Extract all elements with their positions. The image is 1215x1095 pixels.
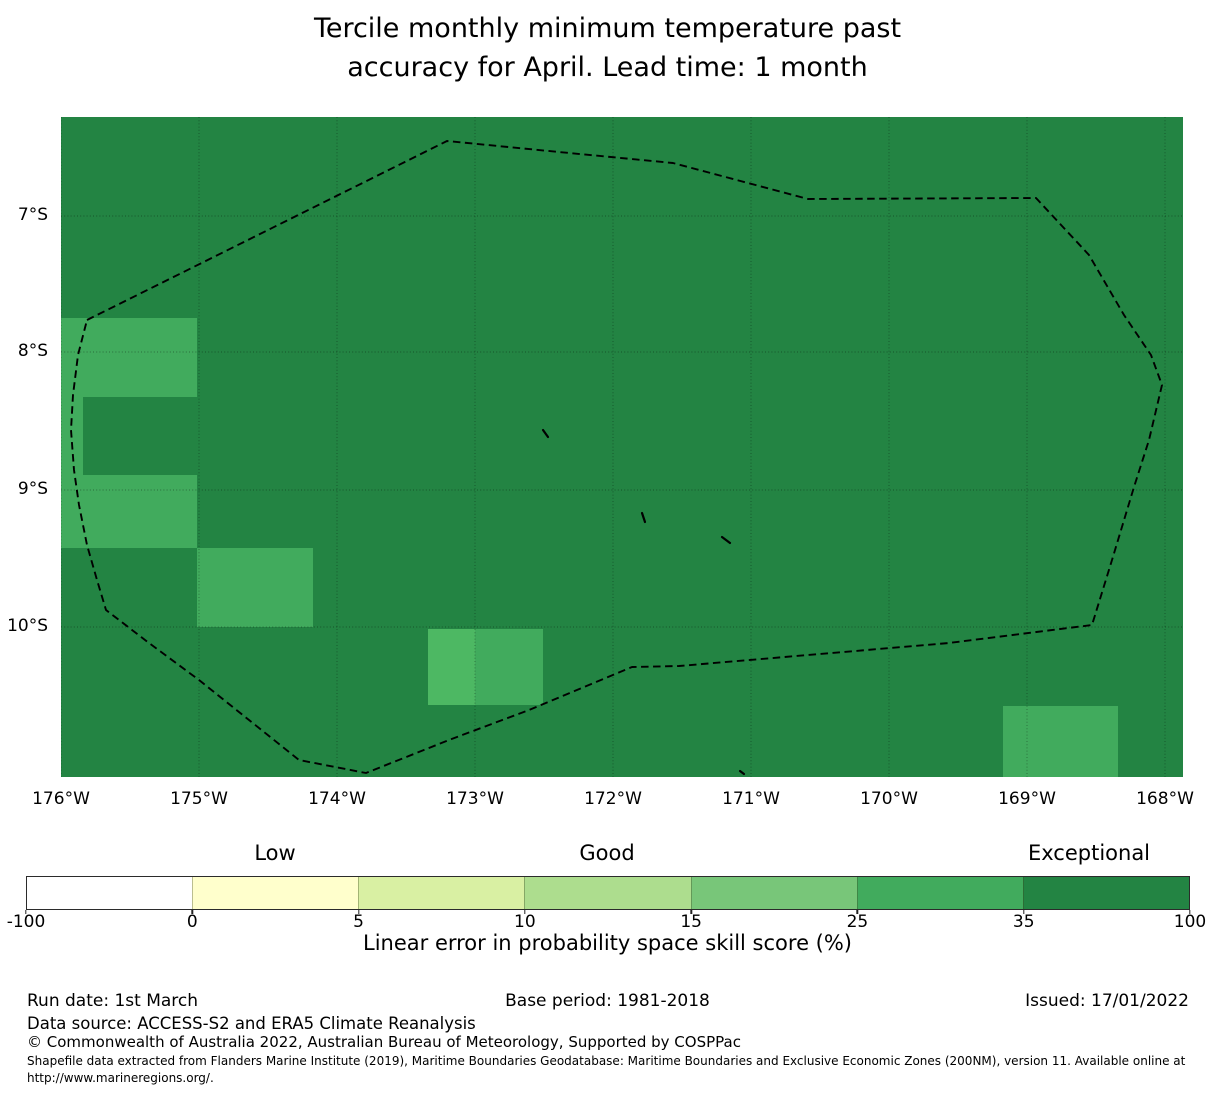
colorbar-tick-label: 0: [186, 912, 198, 932]
shapefile-attribution-text: Shapefile data extracted from Flanders M…: [27, 1053, 1185, 1087]
y-tick-label: 8°S: [17, 341, 48, 361]
x-tick-label: 171°W: [722, 789, 780, 809]
x-tick-label: 169°W: [998, 789, 1056, 809]
issued-date-text: Issued: 17/01/2022: [1025, 991, 1189, 1011]
map-background: [61, 117, 1183, 777]
base-period-text: Base period: 1981-2018: [505, 991, 710, 1011]
colorbar-tick-label: 15: [680, 912, 702, 932]
shapefile-line-1: Shapefile data extracted from Flanders M…: [27, 1054, 1186, 1068]
colorbar-category-label: Low: [254, 841, 296, 865]
map-plot-area: [61, 117, 1183, 777]
colorbar-segment: [856, 877, 1023, 909]
x-tick-label: 176°W: [32, 789, 90, 809]
x-tick-label: 174°W: [308, 789, 366, 809]
colorbar-tick-mark: [1023, 910, 1025, 914]
data-source-text: Data source: ACCESS-S2 and ERA5 Climate …: [27, 1014, 476, 1033]
colorbar-tick-label: 100: [1173, 912, 1207, 932]
colorbar-tick-mark: [25, 910, 27, 914]
title-line-2: accuracy for April. Lead time: 1 month: [347, 52, 868, 83]
skill-cell: [61, 475, 197, 548]
colorbar-segment: [1022, 877, 1189, 909]
x-tick-label: 170°W: [860, 789, 918, 809]
colorbar-axis-label: Linear error in probability space skill …: [363, 931, 852, 955]
y-tick-label: 10°S: [7, 616, 48, 636]
island-coastline-mark: [541, 428, 550, 439]
y-tick-label: 9°S: [17, 479, 48, 499]
island-coastline-mark: [640, 511, 647, 524]
chart-title: Tercile monthly minimum temperature past…: [0, 9, 1215, 87]
island-coastline-mark: [738, 769, 746, 776]
colorbar-category-label: Exceptional: [1027, 841, 1151, 865]
colorbar-segment: [192, 877, 359, 909]
skill-cell: [1003, 706, 1118, 777]
x-tick-label: 168°W: [1136, 789, 1194, 809]
colorbar-tick-mark: [524, 910, 526, 914]
colorbar-tick-mark: [191, 910, 193, 914]
x-tick-label: 175°W: [170, 789, 228, 809]
colorbar-segment: [524, 877, 691, 909]
colorbar: [26, 876, 1190, 910]
colorbar-tick-mark: [357, 910, 360, 914]
colorbar-tick-mark: [856, 910, 859, 914]
colorbar-tick-mark: [690, 910, 692, 914]
shapefile-line-2: http://www.marineregions.org/.: [27, 1071, 214, 1085]
colorbar-tick-label: 10: [514, 912, 536, 932]
skill-cell: [61, 318, 197, 397]
x-tick-label: 172°W: [584, 789, 642, 809]
run-date-text: Run date: 1st March: [27, 991, 199, 1011]
colorbar-tick-label: 25: [846, 912, 869, 932]
colorbar-tick-label: -100: [6, 912, 46, 932]
island-coastline-mark: [720, 535, 732, 545]
skill-cell: [428, 629, 475, 705]
eez-dashed-boundary: [70, 140, 1163, 774]
copyright-text: © Commonwealth of Australia 2022, Austra…: [27, 1033, 741, 1051]
colorbar-tick-label: 35: [1012, 912, 1035, 932]
colorbar-segment: [690, 877, 857, 909]
title-line-1: Tercile monthly minimum temperature past: [313, 13, 902, 44]
colorbar-tick-label: 5: [353, 912, 364, 932]
y-tick-label: 7°S: [17, 205, 48, 225]
colorbar-tick-mark: [1189, 910, 1191, 914]
colorbar-category-label: Good: [579, 841, 635, 865]
colorbar-segment: [27, 877, 193, 909]
colorbar-segment: [358, 877, 525, 909]
skill-cell: [475, 629, 543, 705]
x-tick-label: 173°W: [446, 789, 504, 809]
skill-cell: [197, 548, 313, 627]
